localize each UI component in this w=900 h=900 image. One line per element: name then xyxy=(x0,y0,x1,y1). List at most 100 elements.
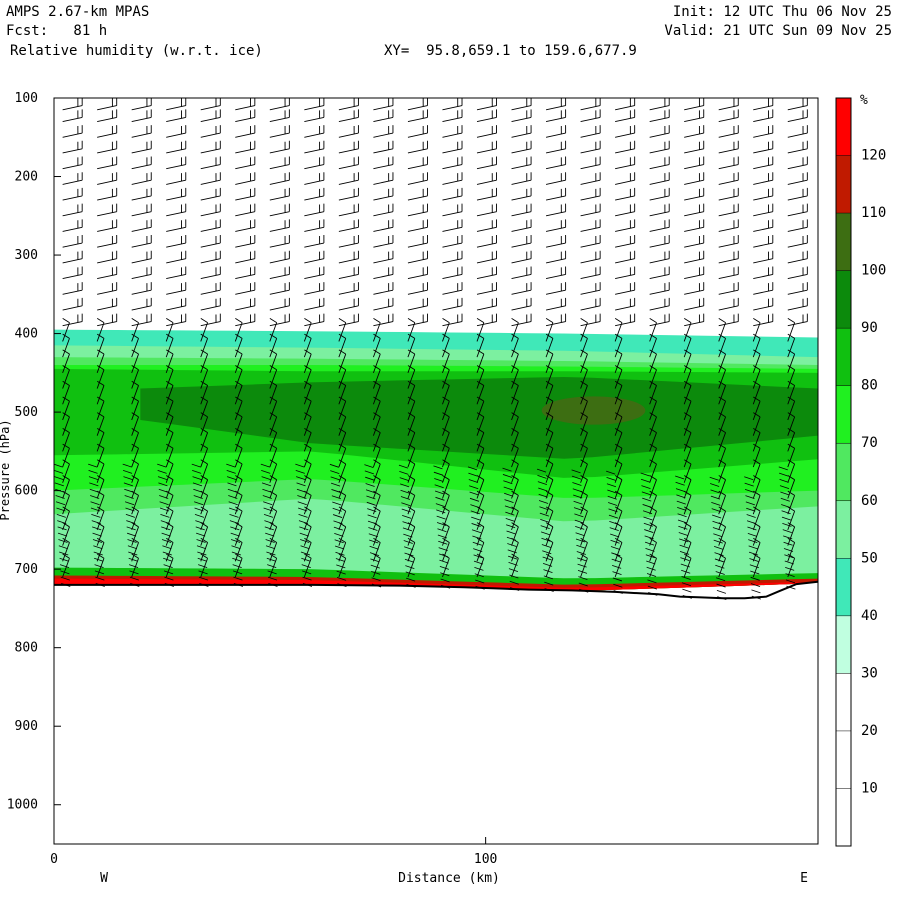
barb-shaft xyxy=(580,195,601,201)
barb-shaft xyxy=(165,542,174,562)
bl-barb xyxy=(641,485,651,489)
barb-flag xyxy=(649,490,657,496)
wind-barb xyxy=(752,506,761,531)
barb-flag xyxy=(787,412,795,418)
wind-barb xyxy=(442,156,463,170)
bl-barb xyxy=(94,570,105,575)
barb-shaft xyxy=(200,401,209,421)
barb-shaft xyxy=(649,495,657,515)
wind-barb xyxy=(442,506,450,531)
bl-barb-column xyxy=(709,476,727,601)
barb-flag xyxy=(683,380,692,386)
wind-barb xyxy=(683,349,692,373)
barb-flag xyxy=(649,349,657,355)
wind-barb xyxy=(97,235,118,248)
barb-flag xyxy=(649,522,657,528)
wind-barb xyxy=(615,203,636,217)
bl-barb xyxy=(302,576,312,581)
barb-shaft xyxy=(545,305,566,311)
barb-shaft xyxy=(96,401,105,421)
barb-shaft xyxy=(683,479,692,499)
wind-barb xyxy=(442,187,463,201)
barb-shaft xyxy=(304,195,325,201)
bl-barb xyxy=(196,532,206,537)
barb-shaft xyxy=(718,448,726,468)
wind-barb xyxy=(97,125,118,138)
wind-barb xyxy=(476,459,485,483)
barb-shaft xyxy=(407,322,416,342)
wind-barb xyxy=(234,365,243,389)
wind-barb xyxy=(96,506,105,531)
barb-shaft xyxy=(615,164,635,170)
barb-shaft xyxy=(269,305,290,311)
wind-barb xyxy=(718,365,726,389)
barb-shaft xyxy=(234,463,243,483)
y-tick-label: 400 xyxy=(15,327,38,342)
barb-shaft xyxy=(649,105,670,111)
barb-shaft xyxy=(580,179,601,185)
wind-barb xyxy=(753,297,774,311)
barb-shaft xyxy=(131,353,139,373)
colorbar-tick-label: 100 xyxy=(861,263,886,279)
barb-flag xyxy=(718,459,726,465)
wind-barb xyxy=(407,443,416,468)
barb-shaft xyxy=(580,322,588,342)
wind-barb xyxy=(476,365,485,389)
barb-shaft xyxy=(753,164,773,170)
wind-barb xyxy=(373,187,394,201)
barb-shaft xyxy=(545,226,566,232)
barb-flag xyxy=(373,380,381,386)
barb-shaft xyxy=(787,401,796,421)
barb-shaft xyxy=(649,542,657,562)
wind-barb xyxy=(753,98,774,111)
wind-barb xyxy=(96,475,105,499)
wind-barb xyxy=(511,553,519,578)
barb-shaft xyxy=(200,322,209,342)
wind-barb xyxy=(200,250,221,264)
bl-barb xyxy=(158,482,168,487)
barb-shaft xyxy=(235,305,255,311)
wind-barb xyxy=(303,396,312,421)
bl-barb xyxy=(365,483,375,487)
wind-barb xyxy=(476,313,498,327)
barb-shaft xyxy=(545,416,554,436)
barb-shaft xyxy=(200,274,221,280)
barb-flag xyxy=(442,522,450,528)
barb-shaft xyxy=(165,495,174,515)
bl-barb xyxy=(400,496,411,500)
wind-barb xyxy=(303,443,312,468)
wind-barb xyxy=(545,553,554,578)
barb-shaft xyxy=(752,463,761,483)
wind-barb xyxy=(442,297,463,311)
wind-barb xyxy=(580,380,588,405)
wind-barb xyxy=(269,537,278,562)
wind-barb xyxy=(545,506,554,531)
wind-barb xyxy=(372,412,381,436)
barb-flag xyxy=(235,412,243,418)
wind-barb xyxy=(476,427,485,452)
barb-flag xyxy=(166,537,174,543)
bl-barb xyxy=(744,488,755,493)
wind-barb xyxy=(753,219,774,232)
barb-shaft xyxy=(131,195,152,201)
bl-barb xyxy=(123,476,133,481)
barb-shaft xyxy=(62,274,83,280)
barb-shaft xyxy=(234,479,243,499)
bl-barb-column xyxy=(191,463,209,587)
wind-barb xyxy=(511,250,532,264)
barb-shaft xyxy=(407,148,428,154)
wind-barb xyxy=(787,412,796,436)
barb-flag xyxy=(338,427,346,433)
bl-barb xyxy=(502,467,512,472)
wind-barb xyxy=(407,365,416,389)
barb-flag xyxy=(338,412,346,418)
bl-barb xyxy=(404,552,414,557)
barb-shaft xyxy=(442,116,463,122)
wind-barb xyxy=(580,365,588,389)
wind-barb xyxy=(407,140,428,154)
barb-shaft xyxy=(407,116,428,122)
bl-barb xyxy=(438,540,448,545)
barb-shaft xyxy=(649,258,670,264)
barb-flag xyxy=(235,537,243,543)
barb-shaft xyxy=(62,479,70,499)
